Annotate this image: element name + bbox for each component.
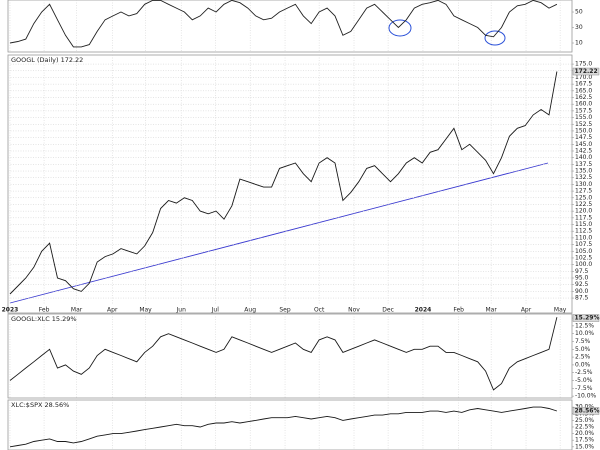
last-value-box xyxy=(572,314,600,322)
y-tick-label: 170.0 xyxy=(575,74,592,81)
y-tick-label: 130.0 xyxy=(575,181,592,188)
y-tick-label: 17.5% xyxy=(575,437,594,444)
last-value-box xyxy=(572,407,600,415)
y-tick-label: 15.0% xyxy=(575,443,594,450)
y-tick-label: 95.0 xyxy=(575,274,589,281)
y-tick-label: 137.5 xyxy=(575,161,592,168)
x-tick-label: Feb xyxy=(39,307,50,314)
x-tick-label: Jun xyxy=(176,307,187,314)
y-tick-label: 20.0% xyxy=(575,430,594,437)
y-tick-label: 90.0 xyxy=(575,288,589,295)
x-tick-label: 2023 xyxy=(2,307,19,314)
trend-line xyxy=(9,162,549,304)
y-tick-label: 25.0% xyxy=(575,417,594,424)
y-tick-label: 10 xyxy=(575,40,583,47)
y-tick-label: 120.0 xyxy=(575,208,592,215)
panel-frame xyxy=(7,399,573,450)
y-tick-label: 125.0 xyxy=(575,194,592,201)
y-tick-label: 132.5 xyxy=(575,174,592,181)
y-tick-label: 175.0 xyxy=(575,61,592,68)
y-tick-label: 100.0 xyxy=(575,261,592,268)
series-line xyxy=(9,406,558,448)
y-tick-label: 50 xyxy=(575,9,583,16)
y-tick-label: 5.0% xyxy=(575,346,591,353)
y-tick-label: 112.5 xyxy=(575,228,592,235)
y-tick-label: 107.5 xyxy=(575,241,592,248)
y-tick-label: 7.5% xyxy=(575,338,591,345)
y-tick-label: -5.0% xyxy=(575,377,593,384)
series-line xyxy=(9,71,558,295)
x-tick-label: Jul xyxy=(211,307,220,314)
y-tick-label: 165.0 xyxy=(575,87,592,94)
y-tick-label: 87.5 xyxy=(575,295,589,302)
series-line xyxy=(9,317,558,391)
series-group xyxy=(9,317,558,391)
y-tick-label: 102.5 xyxy=(575,254,592,261)
y-tick-label: 147.5 xyxy=(575,134,592,141)
y-tick-label: 2.5% xyxy=(575,354,591,361)
y-tick-label: 155.0 xyxy=(575,114,592,121)
y-tick-label: 12.5% xyxy=(575,322,594,329)
y-tick-label: 167.5 xyxy=(575,81,592,88)
last-value-label: 28.56% xyxy=(575,407,600,414)
y-tick-label: 0.0% xyxy=(575,361,591,368)
x-tick-label: Mar xyxy=(485,307,497,314)
panel-title: GOOGL:XLC 15.29% xyxy=(11,315,77,323)
last-value-label: 172.22 xyxy=(575,68,598,75)
y-tick-label: 160.0 xyxy=(575,101,592,108)
x-tick-label: Mar xyxy=(71,307,83,314)
panel-title: XLC:$SPX 28.56% xyxy=(11,401,69,409)
y-tick-label: -7.5% xyxy=(575,385,593,392)
y-tick-label: 105.0 xyxy=(575,248,592,255)
x-tick-label: Apr xyxy=(107,307,118,314)
y-tick-label: 30 xyxy=(575,24,583,31)
panel-frame xyxy=(7,0,573,53)
series-group xyxy=(9,0,558,48)
panel-frame xyxy=(7,313,573,399)
x-tick-label: Sep xyxy=(279,307,291,314)
x-tick-label: Dec xyxy=(382,307,394,314)
y-tick-label: 150.0 xyxy=(575,127,592,134)
y-tick-label: 10.0% xyxy=(575,330,594,337)
y-tick-label: 92.5 xyxy=(575,281,589,288)
y-tick-label: 122.5 xyxy=(575,201,592,208)
highlight-circle xyxy=(484,30,506,46)
x-tick-label: Apr xyxy=(521,307,532,314)
y-tick-label: 22.5% xyxy=(575,423,594,430)
x-tick-label: Oct xyxy=(314,307,325,314)
y-tick-label: 115.0 xyxy=(575,221,592,228)
series-group xyxy=(9,71,558,295)
y-tick-label: 117.5 xyxy=(575,214,592,221)
panel-title: GOOGL (Daily) 172.22 xyxy=(11,56,83,64)
series-line xyxy=(9,0,558,48)
y-tick-label: 157.5 xyxy=(575,107,592,114)
y-tick-label: 110.0 xyxy=(575,234,592,241)
x-tick-label: Aug xyxy=(244,307,256,314)
x-tick-label: 2024 xyxy=(415,307,432,314)
y-tick-label: -2.5% xyxy=(575,369,593,376)
last-value-label: 15.29% xyxy=(575,315,600,322)
x-tick-label: May xyxy=(554,307,567,314)
y-tick-label: 30.0% xyxy=(575,404,594,411)
y-tick-label: -10.0% xyxy=(575,393,597,400)
last-value-box xyxy=(572,67,600,76)
y-tick-label: 135.0 xyxy=(575,168,592,175)
series-group xyxy=(9,406,558,448)
y-tick-label: 142.5 xyxy=(575,147,592,154)
panel-frame xyxy=(7,54,573,314)
y-tick-label: 140.0 xyxy=(575,154,592,161)
y-tick-label: 127.5 xyxy=(575,188,592,195)
y-tick-label: 152.5 xyxy=(575,121,592,128)
y-tick-label: 162.5 xyxy=(575,94,592,101)
x-tick-label: May xyxy=(139,307,152,314)
x-tick-label: Feb xyxy=(453,307,464,314)
y-tick-label: 145.0 xyxy=(575,141,592,148)
y-tick-label: 97.5 xyxy=(575,268,589,275)
x-tick-label: Nov xyxy=(348,307,360,314)
highlight-circle xyxy=(388,19,412,37)
